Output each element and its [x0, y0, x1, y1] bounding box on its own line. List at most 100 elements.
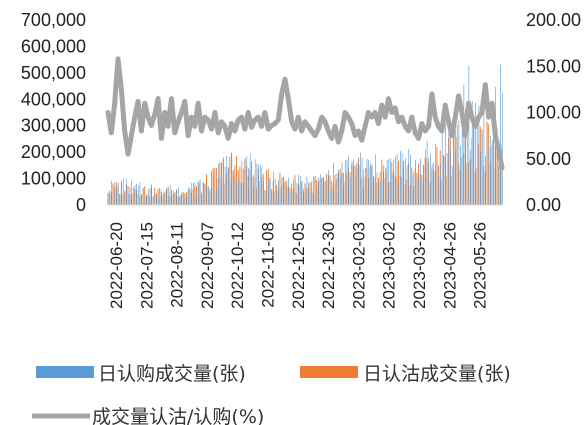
- call-bar: [396, 153, 398, 205]
- call-bar: [183, 194, 184, 205]
- right-axis-tick: 50.00: [526, 149, 571, 169]
- call-bar: [206, 182, 208, 205]
- call-bar: [388, 158, 390, 205]
- legend-label-put: 日认沽成交量(张): [363, 363, 511, 385]
- call-bar: [261, 166, 263, 205]
- legend-item-ratio[interactable]: 成交量认沽/认购(%): [32, 406, 264, 425]
- call-bar: [323, 177, 324, 205]
- call-bar: [114, 182, 116, 205]
- call-bar: [441, 130, 443, 205]
- call-bar: [259, 164, 261, 205]
- call-bar: [256, 163, 258, 205]
- put-bar: [229, 156, 231, 205]
- call-bar: [198, 181, 199, 205]
- call-bar: [490, 135, 491, 205]
- call-bar: [136, 183, 137, 205]
- call-bar: [486, 121, 488, 205]
- call-bar: [223, 157, 224, 205]
- call-bar: [413, 171, 415, 205]
- call-bar: [460, 145, 461, 205]
- call-bar: [458, 120, 460, 205]
- call-bar: [351, 161, 353, 205]
- call-bar: [350, 178, 351, 205]
- call-bar: [319, 174, 321, 205]
- call-bar: [151, 187, 152, 205]
- call-bar: [266, 189, 268, 205]
- call-bar: [107, 194, 109, 205]
- call-bar: [488, 147, 490, 205]
- call-bar: [208, 187, 209, 205]
- call-bar: [446, 152, 448, 205]
- legend-item-put[interactable]: 日认沽成交量(张): [300, 363, 511, 385]
- call-bar: [491, 139, 493, 205]
- call-bar: [286, 187, 288, 205]
- call-bar: [378, 183, 380, 205]
- call-bar: [465, 108, 466, 205]
- call-bar: [199, 179, 201, 205]
- call-bar: [271, 191, 273, 205]
- call-bar: [274, 178, 276, 205]
- x-axis-tick: 2022-10-12: [228, 222, 247, 309]
- x-axis-tick: 2023-04-26: [440, 222, 459, 309]
- call-bar: [308, 182, 309, 205]
- call-bar: [400, 150, 401, 205]
- call-bar: [356, 167, 358, 205]
- ratio-line: [105, 56, 505, 171]
- call-bar: [161, 191, 163, 205]
- call-bar: [416, 173, 418, 205]
- x-axis-tick: 2023-03-29: [410, 222, 429, 309]
- call-bar: [386, 159, 388, 205]
- call-bar: [406, 165, 408, 205]
- call-bar: [443, 155, 445, 205]
- call-bar: [476, 118, 478, 205]
- legend-swatch-put: [300, 366, 358, 378]
- call-bar: [355, 176, 356, 205]
- call-bar: [196, 195, 198, 205]
- call-bar: [324, 181, 326, 205]
- call-bar: [226, 156, 228, 205]
- call-bar: [358, 160, 360, 205]
- x-axis-tick: 2023-02-03: [349, 222, 368, 309]
- call-bar: [269, 180, 271, 205]
- call-bar: [368, 159, 370, 205]
- left-axis-tick: 600,000: [21, 36, 86, 56]
- call-bar: [403, 167, 405, 205]
- call-bar: [363, 169, 365, 205]
- call-bar: [463, 84, 465, 205]
- call-bar: [468, 65, 470, 205]
- call-bar: [159, 195, 161, 205]
- call-bar: [336, 173, 338, 205]
- call-bar: [181, 192, 183, 205]
- call-bar: [191, 183, 193, 205]
- call-bar: [156, 194, 157, 205]
- call-bar: [112, 186, 114, 205]
- call-bar: [383, 164, 385, 205]
- call-bar: [478, 105, 480, 205]
- call-bar: [218, 164, 219, 205]
- call-bar: [244, 158, 246, 205]
- call-bar: [158, 198, 159, 205]
- x-axis-labels: 2022-06-20 2022-07-15 2022-08-11 2022-09-07…: [107, 222, 490, 309]
- call-bar: [163, 192, 164, 205]
- legend-item-call[interactable]: 日认购成交量(张): [36, 363, 246, 385]
- call-bar: [299, 176, 301, 205]
- call-bar: [353, 158, 354, 205]
- call-bar: [109, 194, 111, 205]
- call-bar: [238, 178, 239, 205]
- call-bar: [333, 162, 334, 205]
- call-bar: [326, 180, 328, 205]
- call-bar: [393, 159, 395, 205]
- x-axis-tick: 2022-07-15: [137, 222, 156, 309]
- call-bar: [296, 183, 298, 205]
- call-bar: [154, 194, 156, 205]
- call-bar: [421, 180, 423, 205]
- call-bar: [294, 191, 296, 205]
- call-bar: [281, 177, 283, 205]
- call-bar: [201, 195, 203, 205]
- call-bar: [186, 196, 188, 205]
- legend: 日认购成交量(张) 日认沽成交量(张) 成交量认沽/认购(%): [32, 363, 511, 425]
- call-bar: [410, 154, 411, 205]
- call-bar: [316, 188, 318, 205]
- call-bar: [127, 194, 129, 205]
- call-bar: [139, 182, 141, 205]
